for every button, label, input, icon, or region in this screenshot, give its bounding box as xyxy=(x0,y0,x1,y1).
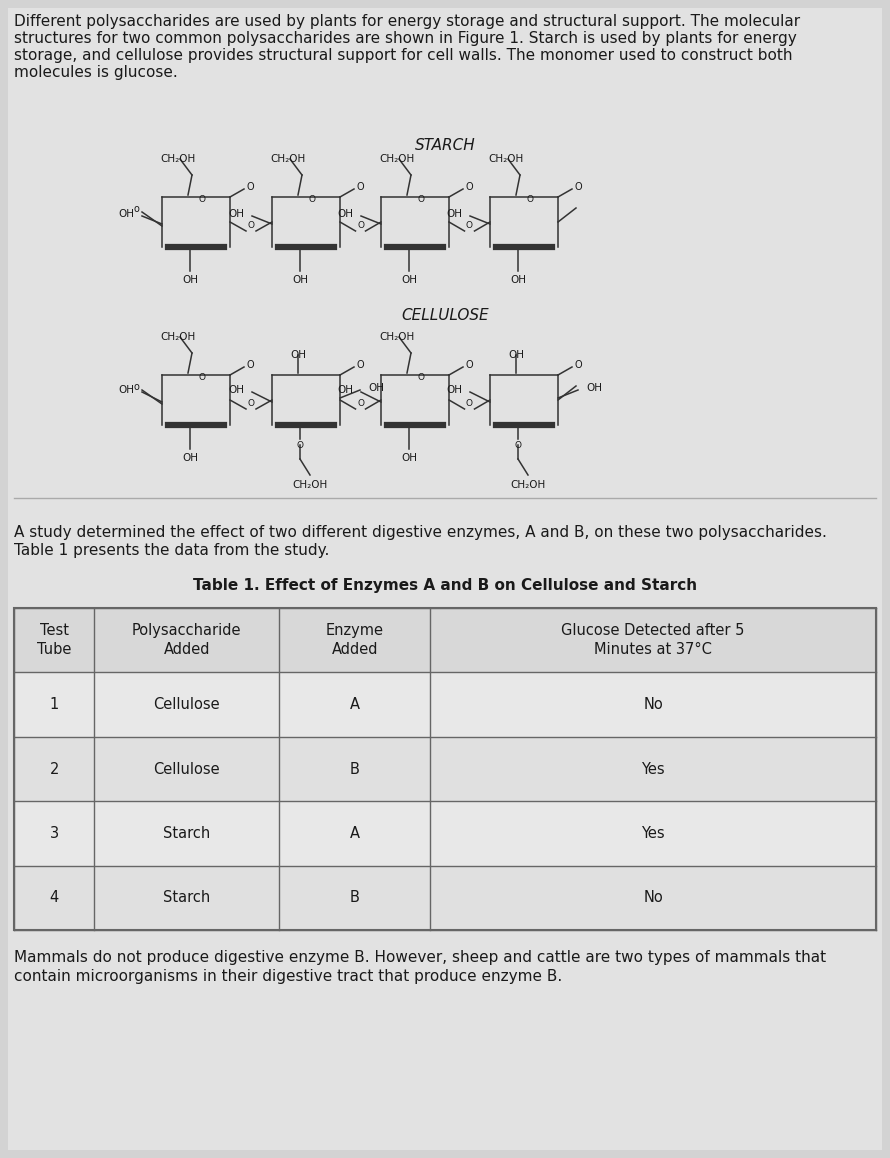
Text: OH: OH xyxy=(401,274,417,285)
Text: O: O xyxy=(574,182,582,192)
Text: CH₂OH: CH₂OH xyxy=(293,481,328,490)
Text: Enzyme
Added: Enzyme Added xyxy=(326,623,384,658)
Text: O: O xyxy=(465,182,473,192)
Text: OH: OH xyxy=(228,384,244,395)
Bar xyxy=(14,673,876,736)
Text: CH₂OH: CH₂OH xyxy=(489,154,523,164)
Text: Mammals do not produce digestive enzyme B. However, sheep and cattle are two typ: Mammals do not produce digestive enzyme … xyxy=(14,950,826,965)
Text: O: O xyxy=(514,440,522,449)
Text: 3: 3 xyxy=(50,826,59,841)
Text: OH: OH xyxy=(182,274,198,285)
Text: O: O xyxy=(527,195,533,204)
Text: OH: OH xyxy=(118,384,134,395)
Text: OH: OH xyxy=(290,350,306,360)
Text: OH: OH xyxy=(337,208,353,219)
Text: Test
Tube: Test Tube xyxy=(36,623,71,658)
Text: molecules is glucose.: molecules is glucose. xyxy=(14,65,178,80)
Text: CH₂OH: CH₂OH xyxy=(379,332,415,342)
Text: O: O xyxy=(357,400,364,409)
Text: OH: OH xyxy=(118,208,134,219)
Text: OH: OH xyxy=(510,274,526,285)
Text: Yes: Yes xyxy=(642,826,665,841)
Text: A study determined the effect of two different digestive enzymes, A and B, on th: A study determined the effect of two dif… xyxy=(14,525,827,540)
Text: O: O xyxy=(198,373,206,381)
Text: B: B xyxy=(350,891,360,906)
Text: 4: 4 xyxy=(50,891,59,906)
Text: OH: OH xyxy=(228,208,244,219)
Text: o: o xyxy=(134,204,139,214)
Text: storage, and cellulose provides structural support for cell walls. The monomer u: storage, and cellulose provides structur… xyxy=(14,47,792,63)
Text: CH₂OH: CH₂OH xyxy=(160,332,196,342)
Text: O: O xyxy=(198,195,206,204)
Text: O: O xyxy=(247,400,255,409)
Text: CELLULOSE: CELLULOSE xyxy=(401,308,489,323)
Text: No: No xyxy=(643,697,663,712)
Text: No: No xyxy=(643,891,663,906)
Text: Cellulose: Cellulose xyxy=(153,762,220,777)
Text: OH: OH xyxy=(446,384,462,395)
Text: O: O xyxy=(296,440,303,449)
Bar xyxy=(14,801,876,865)
Text: O: O xyxy=(465,360,473,371)
Text: OH: OH xyxy=(401,453,417,463)
Bar xyxy=(14,865,876,930)
Text: A: A xyxy=(350,826,360,841)
Text: 1: 1 xyxy=(50,697,59,712)
Text: Starch: Starch xyxy=(163,826,210,841)
Bar xyxy=(14,608,876,673)
Text: Starch: Starch xyxy=(163,891,210,906)
Text: OH: OH xyxy=(368,383,384,393)
Text: 2: 2 xyxy=(50,762,59,777)
Text: OH: OH xyxy=(508,350,524,360)
Text: B: B xyxy=(350,762,360,777)
Text: CH₂OH: CH₂OH xyxy=(160,154,196,164)
Text: Glucose Detected after 5
Minutes at 37°C: Glucose Detected after 5 Minutes at 37°C xyxy=(562,623,745,658)
Text: OH: OH xyxy=(182,453,198,463)
Bar xyxy=(14,608,876,930)
Text: O: O xyxy=(357,221,364,230)
Text: Different polysaccharides are used by plants for energy storage and structural s: Different polysaccharides are used by pl… xyxy=(14,14,800,29)
Text: O: O xyxy=(356,182,364,192)
Text: O: O xyxy=(466,221,473,230)
Bar xyxy=(14,736,876,801)
Text: CH₂OH: CH₂OH xyxy=(271,154,305,164)
Text: contain microorganisms in their digestive tract that produce enzyme B.: contain microorganisms in their digestiv… xyxy=(14,969,562,984)
Text: Cellulose: Cellulose xyxy=(153,697,220,712)
Text: structures for two common polysaccharides are shown in Figure 1. Starch is used : structures for two common polysaccharide… xyxy=(14,31,797,46)
Text: A: A xyxy=(350,697,360,712)
Text: O: O xyxy=(417,195,425,204)
Text: O: O xyxy=(247,182,254,192)
Text: O: O xyxy=(466,400,473,409)
Text: o: o xyxy=(134,382,139,393)
Text: O: O xyxy=(247,360,254,371)
Text: Yes: Yes xyxy=(642,762,665,777)
Text: O: O xyxy=(356,360,364,371)
Text: Table 1. Effect of Enzymes A and B on Cellulose and Starch: Table 1. Effect of Enzymes A and B on Ce… xyxy=(193,578,697,593)
Text: OH: OH xyxy=(292,274,308,285)
Text: OH: OH xyxy=(446,208,462,219)
Text: CH₂OH: CH₂OH xyxy=(510,481,546,490)
Text: O: O xyxy=(574,360,582,371)
Text: O: O xyxy=(417,373,425,381)
Text: O: O xyxy=(247,221,255,230)
Text: Table 1 presents the data from the study.: Table 1 presents the data from the study… xyxy=(14,543,329,558)
Text: Polysaccharide
Added: Polysaccharide Added xyxy=(132,623,241,658)
Text: OH: OH xyxy=(586,383,602,393)
Text: STARCH: STARCH xyxy=(415,138,475,153)
Text: OH: OH xyxy=(337,384,353,395)
Text: CH₂OH: CH₂OH xyxy=(379,154,415,164)
Text: O: O xyxy=(309,195,315,204)
